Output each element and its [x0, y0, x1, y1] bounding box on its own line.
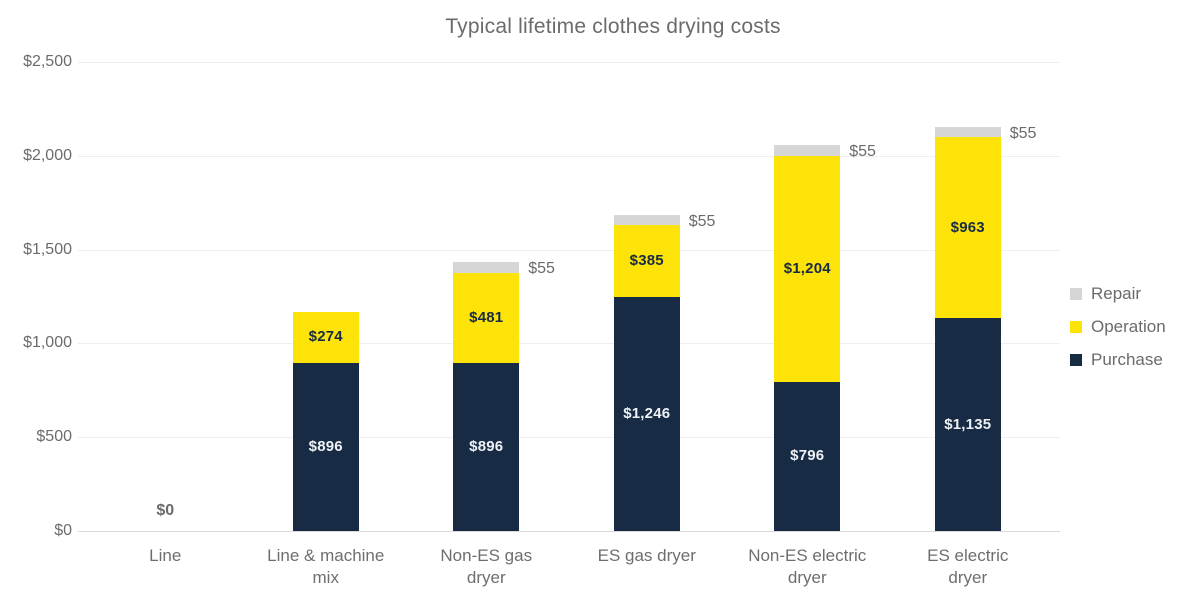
data-label-zero: $0 — [156, 502, 175, 519]
y-axis-tick-label: $500 — [36, 428, 72, 446]
gridline-1500 — [78, 249, 1060, 251]
x-axis-label: ES gas dryer — [597, 546, 696, 565]
data-label-purchase: $896 — [308, 437, 343, 455]
y-axis-tick-label: $2,000 — [23, 146, 72, 164]
x-axis-label: Line — [149, 546, 182, 565]
legend-label: Repair — [1091, 284, 1142, 303]
data-label-purchase: $896 — [469, 437, 504, 455]
y-axis-tick-label: $1,500 — [23, 240, 72, 258]
data-label-operation: $963 — [950, 218, 985, 236]
bar-segment-repair — [774, 145, 841, 156]
x-axis-label: Line & machine mix — [267, 546, 385, 588]
gridline-1000 — [78, 343, 1060, 345]
legend: Repair Operation Purchase — [1070, 284, 1166, 383]
gridline-2000 — [78, 155, 1060, 157]
chart-title: Typical lifetime clothes drying costs — [445, 15, 781, 38]
data-label-repair: $55 — [688, 212, 716, 230]
data-label-repair: $55 — [849, 143, 876, 161]
bar-segment-repair — [613, 214, 680, 226]
legend-item-operation: Operation — [1070, 317, 1166, 337]
bar-segment-repair — [453, 262, 520, 273]
bar-segment-purchase — [774, 381, 841, 531]
bar-segment-purchase — [934, 318, 1001, 531]
gridline-2500 — [78, 62, 1060, 63]
data-label-operation: $274 — [308, 328, 343, 346]
data-label-operation: $385 — [629, 252, 664, 270]
data-label-repair: $55 — [528, 260, 555, 278]
legend-swatch-operation-icon — [1070, 321, 1082, 333]
bar-segment-operation — [292, 311, 359, 363]
data-label-purchase: $1,135 — [944, 415, 992, 433]
bar-segment-purchase — [613, 297, 680, 531]
x-axis-label: Non-ES electric dryer — [748, 546, 867, 588]
y-axis-tick-label: $0 — [54, 522, 72, 539]
data-label-purchase: $1,246 — [623, 405, 671, 423]
y-axis-tick-label: $2,500 — [23, 53, 72, 70]
legend-label: Operation — [1091, 317, 1166, 336]
y-axis-tick-label: $1,000 — [23, 334, 72, 352]
legend-item-repair: Repair — [1070, 284, 1166, 304]
bar-segment-repair — [934, 127, 1001, 138]
bar-segment-operation — [613, 225, 680, 298]
data-label-operation: $1,204 — [783, 259, 831, 277]
bar-segment-operation — [934, 137, 1001, 319]
bar-segment-purchase — [292, 362, 359, 531]
legend-item-purchase: Purchase — [1070, 350, 1166, 370]
bar-segment-operation — [774, 155, 841, 382]
data-label-operation: $481 — [469, 308, 504, 326]
legend-swatch-repair-icon — [1070, 288, 1082, 300]
legend-swatch-purchase-icon — [1070, 354, 1082, 366]
x-axis-label: Non-ES gas dryer — [440, 546, 533, 588]
bar-segment-purchase — [453, 362, 520, 531]
x-axis-label: ES electric dryer — [927, 546, 1009, 588]
gridline-0 — [78, 531, 1060, 532]
data-label-repair: $55 — [1009, 125, 1037, 143]
gridline-500 — [78, 437, 1060, 439]
bar-segment-operation — [453, 272, 520, 363]
legend-label: Purchase — [1091, 350, 1163, 369]
data-label-purchase: $796 — [790, 447, 825, 465]
